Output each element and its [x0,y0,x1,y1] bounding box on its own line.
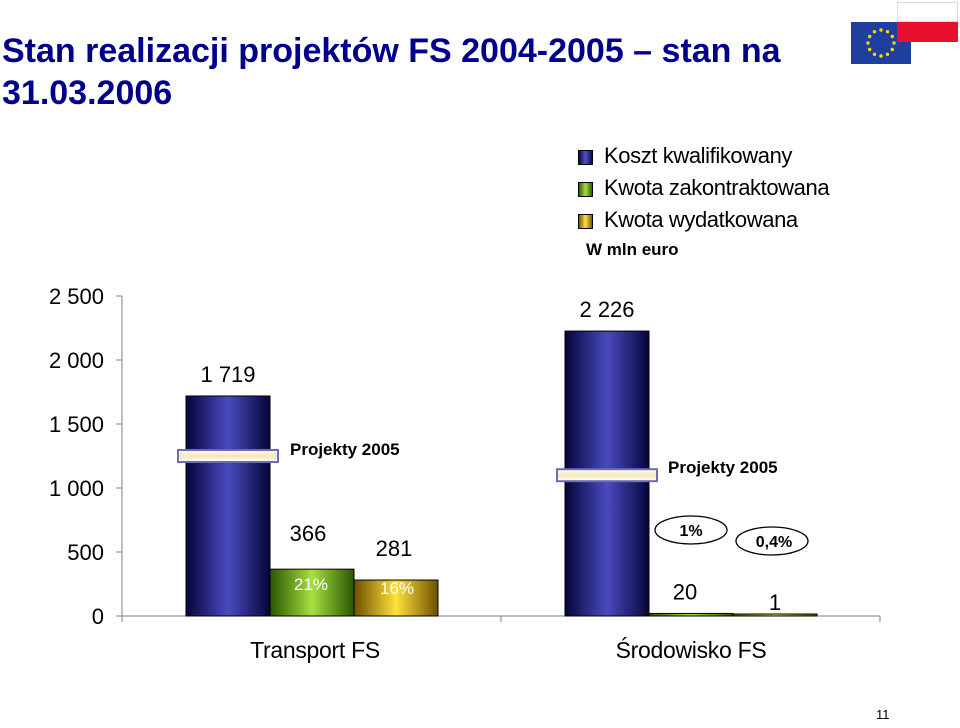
transport-spent-pct: 16% [380,579,414,598]
legend-swatch-zakontraktowana [578,182,593,197]
bar-zakontraktowana-transport [269,568,355,617]
y-tick-label: 500 [67,540,104,565]
bar-zakontraktowana-srodowisko [648,612,734,617]
bar-value-label: 1 [769,590,781,615]
y-tick-label: 2 500 [49,284,104,309]
srodowisko-contracted-pct: 1% [679,523,702,540]
bar-value-label: 281 [376,536,413,561]
y-tick-label: 2 000 [49,348,104,373]
srodowisko-marker-label: Projekty 2005 [668,458,778,477]
legend-label: Kwota wydatkowana [604,207,798,232]
bar-koszt-transport [185,395,271,617]
transport-contracted-pct: 21% [294,575,328,594]
bar-wydatkowana-srodowisko [732,613,818,617]
y-tick-label: 0 [92,604,104,629]
bar-value-label: 366 [290,521,327,546]
legend-label: Kwota zakontraktowana [604,175,830,200]
srodowisko-spent-pct-oval [735,526,809,556]
transport-marker-label: Projekty 2005 [290,440,400,459]
page-number: 11 [876,707,890,722]
bar-value-label: 20 [673,579,697,604]
legend-label: Koszt kwalifikowany [604,143,793,168]
unit-note: W mln euro [586,240,679,259]
projekty-2005-marker [556,468,658,483]
category-label: Transport FS [250,637,380,663]
slide-title: Stan realizacji projektów FS 2004-2005 –… [2,32,781,112]
bar-value-label: 1 719 [200,362,255,387]
y-tick-label: 1 500 [49,412,104,437]
projekty-2005-marker [177,449,279,463]
bar-value-label: 2 226 [579,297,634,322]
y-tick-label: 1 000 [49,476,104,501]
category-label: Środowisko FS [616,636,767,663]
srodowisko-contracted-pct-oval [654,515,728,545]
srodowisko-spent-pct: 0,4% [756,534,792,551]
bar-wydatkowana-transport [353,579,439,617]
legend-swatch-wydatkowana [578,214,593,229]
poland-flag-icon [897,2,958,42]
legend-swatch-koszt [578,150,593,165]
